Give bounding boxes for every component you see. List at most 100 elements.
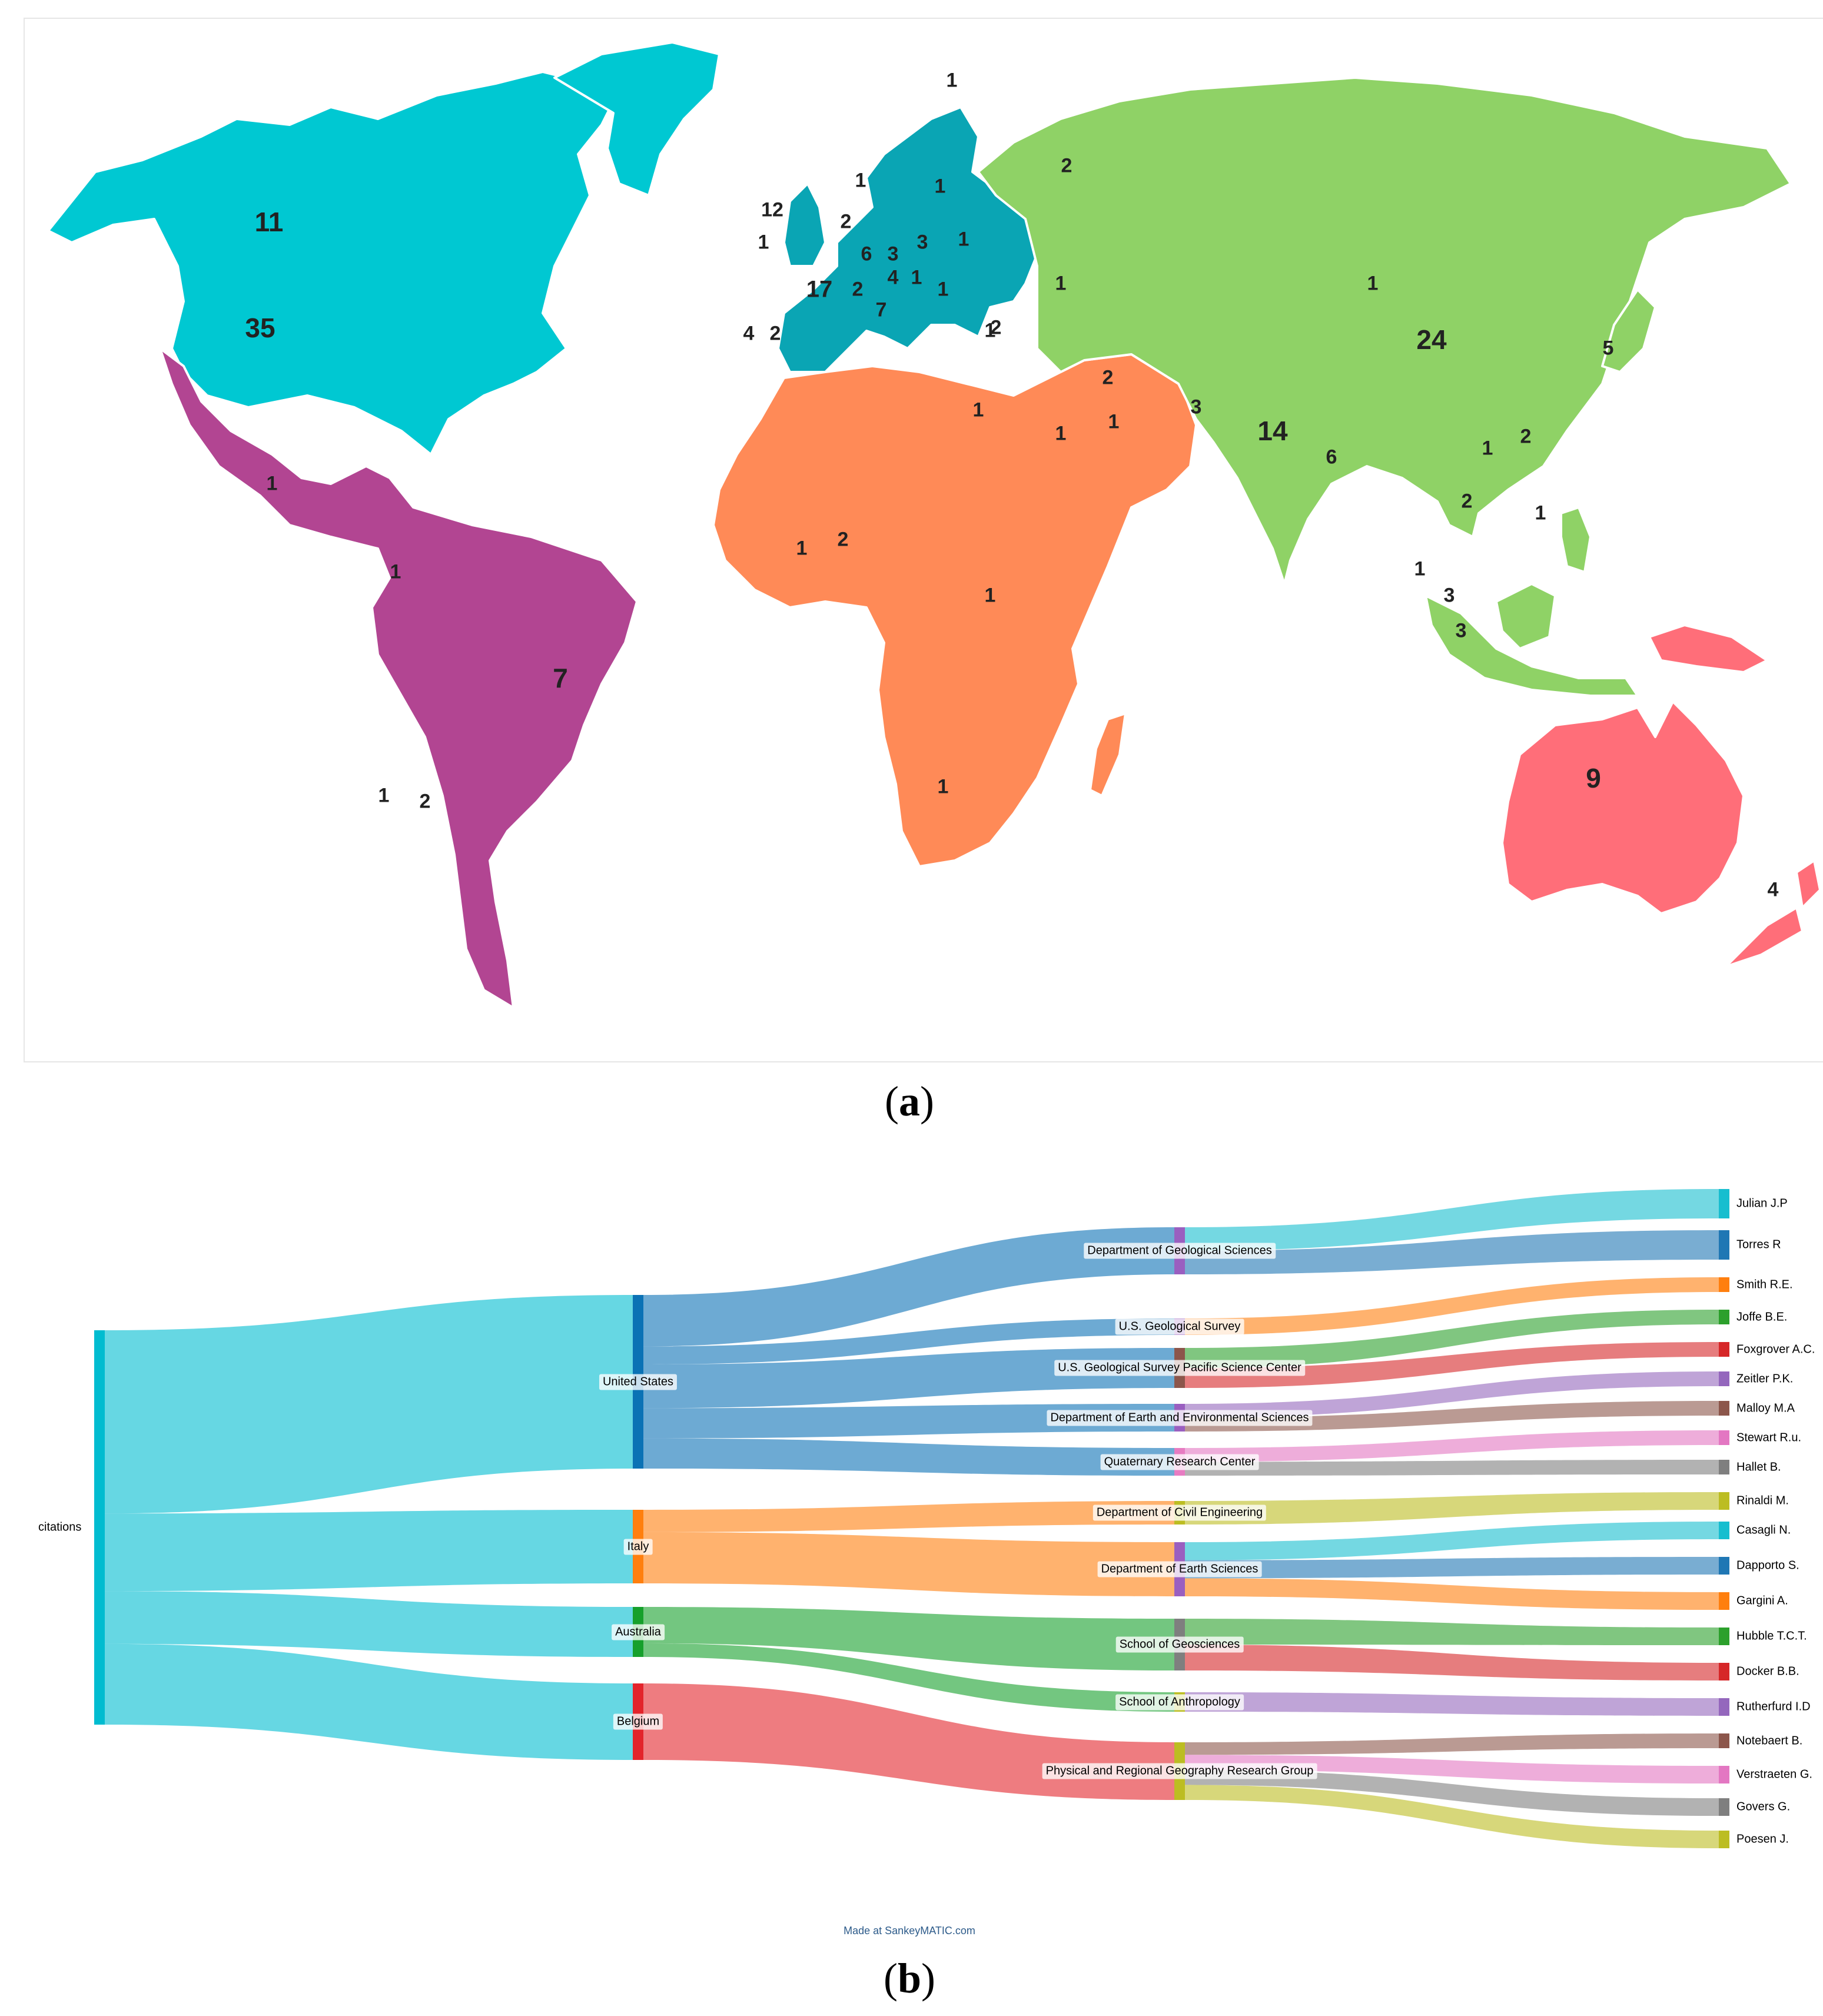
node-author[interactable] (1719, 1522, 1729, 1539)
node-citations[interactable] (94, 1330, 105, 1725)
map-count-label: 4 (743, 322, 755, 345)
sankeymatic-credit[interactable]: Made at SankeyMATIC.com (844, 1925, 975, 1937)
map-count-label: 17 (806, 276, 833, 303)
node-label-department: U.S. Geological Survey Pacific Science C… (1054, 1360, 1305, 1376)
map-count-label: 1 (266, 472, 278, 495)
link-department-author (1185, 1189, 1719, 1251)
link-department-author (1185, 1733, 1719, 1755)
node-label-author: Notebaert B. (1736, 1734, 1803, 1747)
link-department-author (1185, 1578, 1719, 1610)
node-author[interactable] (1719, 1733, 1729, 1748)
node-label-country: United States (599, 1374, 678, 1390)
map-count-label: 1 (390, 560, 401, 583)
link-country-department (643, 1607, 1174, 1670)
node-author[interactable] (1719, 1310, 1729, 1324)
region-japan (1601, 288, 1656, 373)
node-author[interactable] (1719, 1371, 1729, 1386)
node-label-department: U.S. Geological Survey (1115, 1318, 1244, 1335)
map-count-label: 1 (378, 784, 390, 807)
region-africa-middle-east (712, 353, 1197, 868)
link-source-country (105, 1643, 633, 1760)
map-count-label: 4 (887, 266, 899, 289)
link-country-department (643, 1683, 1174, 1800)
node-author[interactable] (1719, 1557, 1729, 1575)
map-count-label: 4 (1767, 878, 1779, 901)
map-count-label: 2 (1061, 154, 1072, 177)
node-author[interactable] (1719, 1628, 1729, 1645)
node-label-department: Department of Civil Engineering (1093, 1504, 1267, 1521)
region-new-zealand (1725, 859, 1821, 968)
node-label-citations: citations (38, 1520, 82, 1534)
link-department-author (1185, 1371, 1719, 1418)
link-department-author (1185, 1557, 1719, 1579)
panel-b-caption: (b) (883, 1955, 936, 2002)
node-label-department: School of Geosciences (1115, 1636, 1244, 1653)
node-label-department: Department of Earth and Environmental Sc… (1047, 1410, 1313, 1426)
map-count-label: 1 (946, 69, 958, 92)
node-label-department: School of Anthropology (1115, 1694, 1244, 1710)
link-source-country (105, 1510, 633, 1592)
map-count-label: 3 (1455, 619, 1467, 642)
node-author[interactable] (1719, 1430, 1729, 1445)
node-author[interactable] (1719, 1492, 1729, 1510)
node-label-department: Department of Geological Sciences (1084, 1243, 1276, 1259)
map-count-label: 5 (1602, 337, 1614, 360)
node-label-author: Smith R.E. (1736, 1278, 1793, 1291)
map-count-label: 2 (840, 210, 852, 233)
node-author[interactable] (1719, 1798, 1729, 1816)
node-author[interactable] (1719, 1401, 1729, 1416)
node-author[interactable] (1719, 1592, 1729, 1610)
map-count-label: 1 (855, 169, 866, 192)
region-indonesia (1424, 594, 1639, 697)
link-department-author (1185, 1692, 1719, 1716)
map-count-label: 2 (852, 278, 864, 301)
link-country-department (643, 1227, 1174, 1347)
node-author[interactable] (1719, 1342, 1729, 1357)
node-label-country: Australia (612, 1624, 665, 1640)
link-department-author (1185, 1230, 1719, 1274)
node-author[interactable] (1719, 1831, 1729, 1848)
link-department-author (1185, 1401, 1719, 1432)
map-count-label: 1 (958, 228, 969, 251)
node-author[interactable] (1719, 1277, 1729, 1292)
node-label-department: Physical and Regional Geography Research… (1042, 1763, 1317, 1779)
map-count-label: 2 (1461, 490, 1473, 513)
map-count-label: 1 (1055, 422, 1067, 445)
map-count-label: 1 (934, 175, 946, 198)
node-label-author: Casagli N. (1736, 1523, 1791, 1537)
node-label-author: Rinaldi M. (1736, 1494, 1789, 1507)
link-department-author (1185, 1785, 1719, 1848)
map-count-label: 1 (1108, 410, 1120, 433)
map-count-label: 7 (553, 663, 568, 693)
link-country-department (643, 1404, 1174, 1439)
map-count-label: 6 (1326, 446, 1337, 469)
node-author[interactable] (1719, 1698, 1729, 1716)
world-map-svg (47, 41, 1821, 1009)
node-author[interactable] (1719, 1663, 1729, 1680)
node-label-author: Hallet B. (1736, 1460, 1781, 1473)
map-count-label: 3 (887, 243, 899, 265)
map-count-label: 24 (1416, 324, 1447, 355)
map-count-label: 1 (1482, 437, 1493, 460)
map-count-label: 35 (245, 313, 275, 343)
link-department-author (1185, 1277, 1719, 1335)
node-author[interactable] (1719, 1189, 1729, 1218)
node-label-author: Zeitler P.K. (1736, 1372, 1794, 1385)
node-label-author: Verstraeten G. (1736, 1768, 1812, 1781)
node-author[interactable] (1719, 1460, 1729, 1474)
region-uk (783, 182, 826, 267)
node-label-author: Dapporto S. (1736, 1559, 1799, 1572)
world-map: 11 35 12 1 1 1 2 1 6 3 3 1 17 2 4 1 7 4 2 2 1 1 24 5 1 2 3 14 6 1 2 2 1 1… (24, 18, 1823, 1062)
map-count-label: 1 (758, 231, 769, 254)
map-count-label: 1 (1414, 557, 1426, 580)
map-count-label: 2 (419, 790, 431, 813)
node-label-author: Govers G. (1736, 1800, 1791, 1814)
map-count-label: 2 (769, 322, 781, 345)
link-source-country (105, 1591, 633, 1657)
link-department-author (1185, 1755, 1719, 1783)
node-author[interactable] (1719, 1230, 1729, 1260)
node-label-country: Belgium (613, 1713, 663, 1730)
node-author[interactable] (1719, 1766, 1729, 1783)
link-country-department (643, 1501, 1174, 1532)
node-label-author: Julian J.P (1736, 1197, 1788, 1210)
